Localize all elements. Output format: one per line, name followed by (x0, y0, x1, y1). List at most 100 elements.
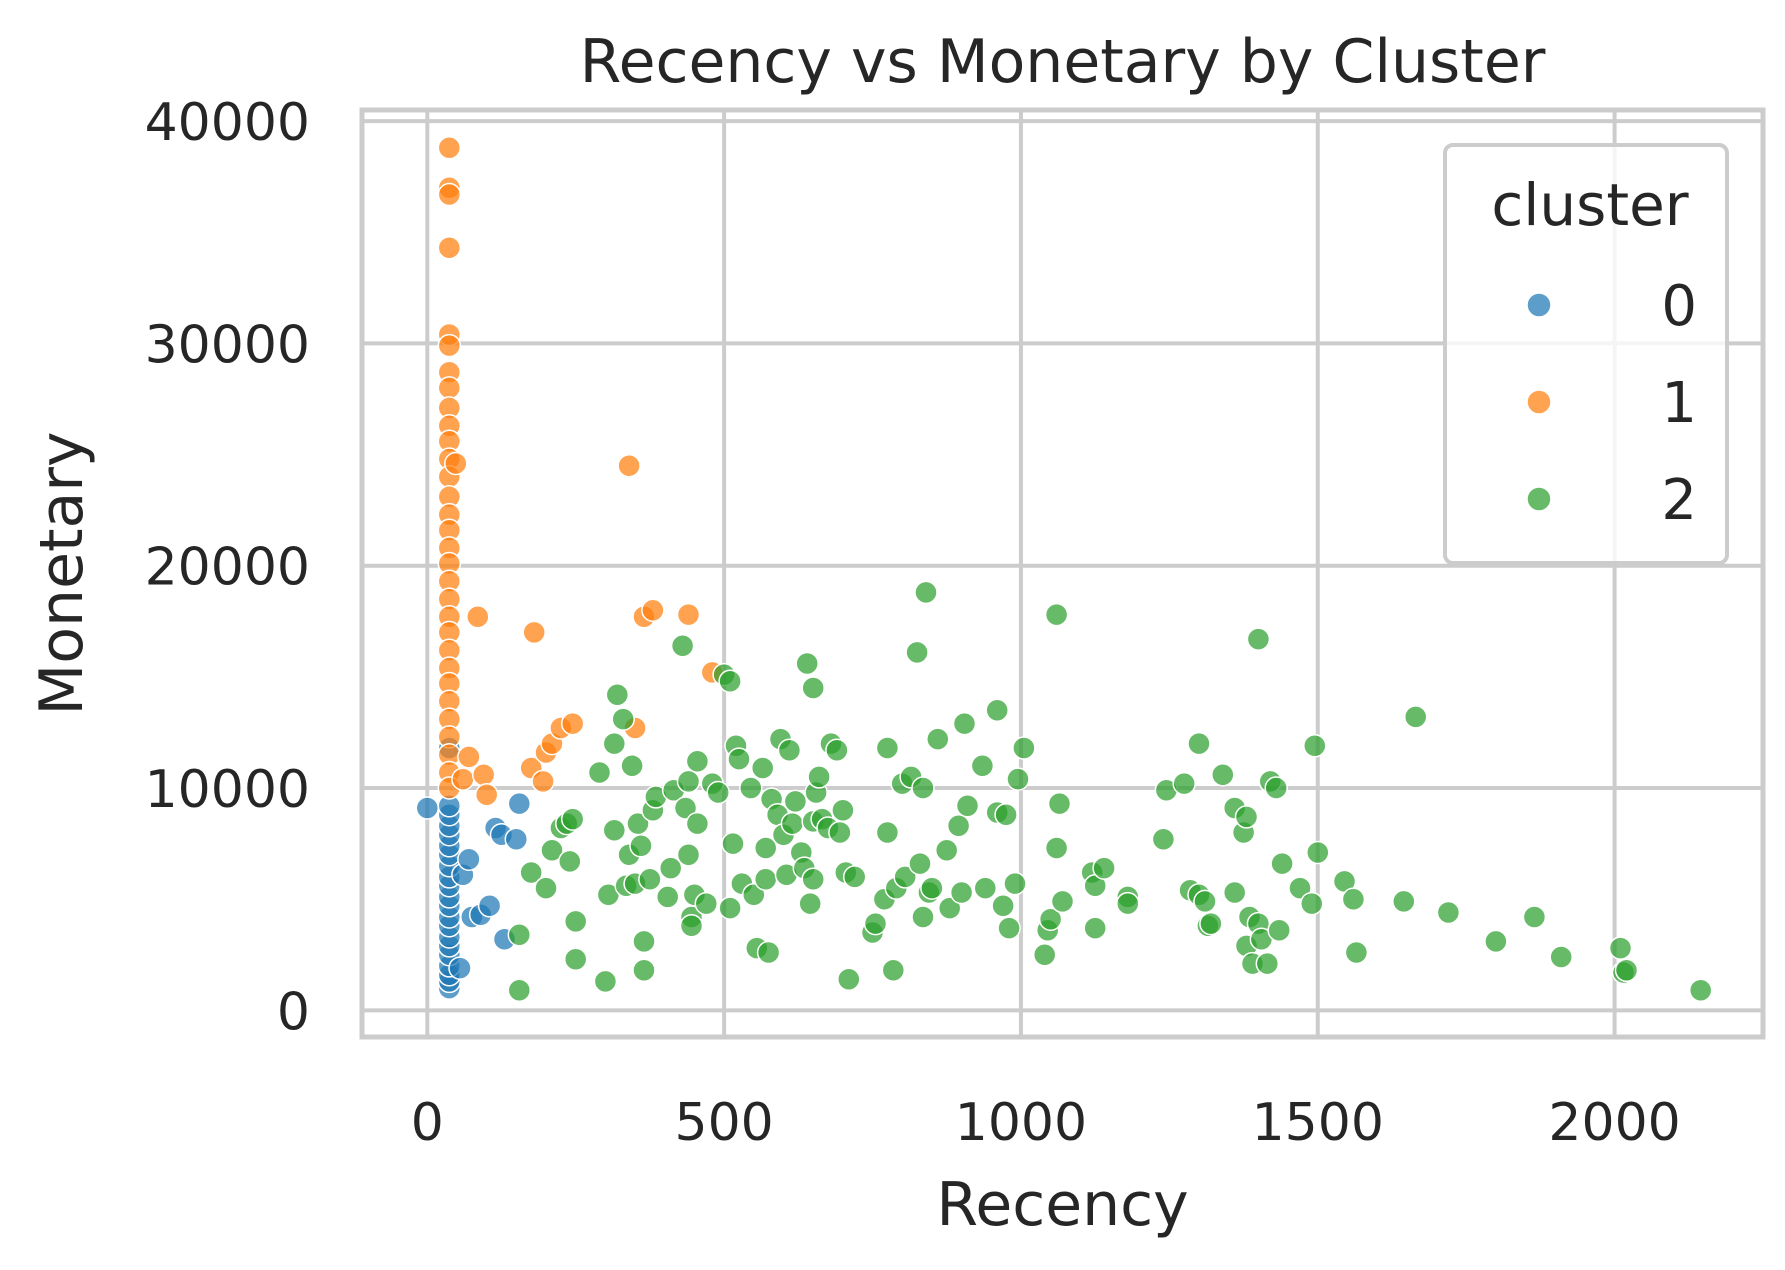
data-point (679, 914, 704, 938)
data-point (756, 940, 781, 965)
data-point (437, 182, 462, 207)
data-point (801, 867, 825, 891)
data-point (777, 738, 802, 762)
data-point (676, 842, 701, 867)
data-point (875, 820, 900, 845)
data-point (685, 749, 710, 774)
legend: cluster 0 1 2 (1443, 143, 1729, 565)
data-point (795, 651, 819, 676)
data-point (560, 807, 585, 831)
data-point (955, 794, 980, 818)
data-point (1172, 771, 1196, 796)
data-point (655, 885, 680, 909)
data-point (563, 947, 588, 971)
data-point (670, 633, 695, 658)
data-point (587, 760, 612, 785)
data-point (1306, 840, 1330, 865)
data-point (718, 896, 742, 920)
data-point (1211, 762, 1235, 787)
x-tick-label: 2000 (1548, 1093, 1680, 1153)
data-point (1116, 891, 1140, 916)
data-point (466, 605, 490, 629)
data-point (448, 956, 472, 980)
y-tick-label: 10000 (145, 760, 310, 820)
data-point (507, 791, 532, 816)
data-point (946, 814, 971, 838)
data-point (694, 891, 719, 916)
data-point (632, 958, 656, 983)
legend-marker-1 (1526, 389, 1552, 415)
legend-box (1443, 143, 1729, 565)
data-point (905, 640, 929, 665)
data-point (457, 745, 481, 769)
data-point (620, 754, 644, 778)
data-point (673, 796, 698, 820)
data-point (617, 453, 641, 478)
data-point (911, 905, 935, 929)
legend-label-1: 1 (1661, 371, 1697, 436)
data-point (1267, 918, 1291, 943)
data-point (1392, 889, 1416, 914)
data-point (1047, 791, 1072, 816)
data-point (973, 876, 998, 900)
data-point (1199, 911, 1223, 936)
data-point (937, 896, 962, 920)
data-point (451, 767, 475, 791)
data-point (1044, 836, 1069, 860)
data-point (471, 762, 496, 787)
data-point (1187, 731, 1211, 756)
y-tick-label: 30000 (145, 315, 310, 375)
legend-title: cluster (1491, 171, 1688, 239)
data-point (926, 727, 950, 751)
y-tick-label: 40000 (145, 93, 310, 153)
data-point (1300, 891, 1324, 916)
data-point (560, 711, 585, 736)
data-point (676, 602, 701, 627)
data-point (1303, 734, 1327, 758)
data-point (842, 865, 867, 889)
data-point (914, 580, 938, 605)
data-point (1193, 889, 1217, 914)
data-point (994, 802, 1018, 827)
data-point (893, 865, 917, 889)
data-point (753, 867, 778, 891)
data-point (444, 451, 468, 476)
data-point (437, 236, 462, 260)
series-2 (507, 580, 1713, 1003)
data-point (1038, 907, 1063, 931)
data-point (437, 376, 462, 400)
x-axis-label: Recency (936, 1170, 1188, 1240)
data-point (952, 711, 977, 736)
legend-marker-0 (1526, 292, 1552, 318)
data-point (1403, 705, 1428, 729)
data-point (1344, 940, 1369, 965)
data-point (1003, 871, 1027, 896)
data-point (658, 856, 683, 880)
data-point (881, 958, 906, 983)
data-point (638, 867, 662, 891)
data-point (934, 838, 959, 863)
data-point (1270, 851, 1294, 876)
y-tick-label: 0 (277, 982, 310, 1042)
data-point (531, 769, 555, 794)
data-point (718, 669, 742, 694)
data-point (437, 333, 462, 358)
data-point (721, 831, 745, 856)
data-point (1050, 889, 1075, 914)
data-point (1012, 736, 1036, 760)
data-point (629, 834, 653, 858)
points-layer (415, 136, 1713, 1003)
x-tick-label: 1500 (1252, 1093, 1384, 1153)
data-point (1614, 958, 1639, 983)
data-point (801, 676, 825, 700)
data-point (1484, 929, 1508, 954)
data-point (437, 136, 462, 160)
data-point (753, 836, 778, 860)
data-point (1083, 916, 1107, 940)
data-point (540, 838, 564, 863)
data-point (706, 780, 730, 805)
data-point (1288, 876, 1312, 900)
data-point (875, 736, 900, 760)
data-point (1044, 602, 1069, 627)
